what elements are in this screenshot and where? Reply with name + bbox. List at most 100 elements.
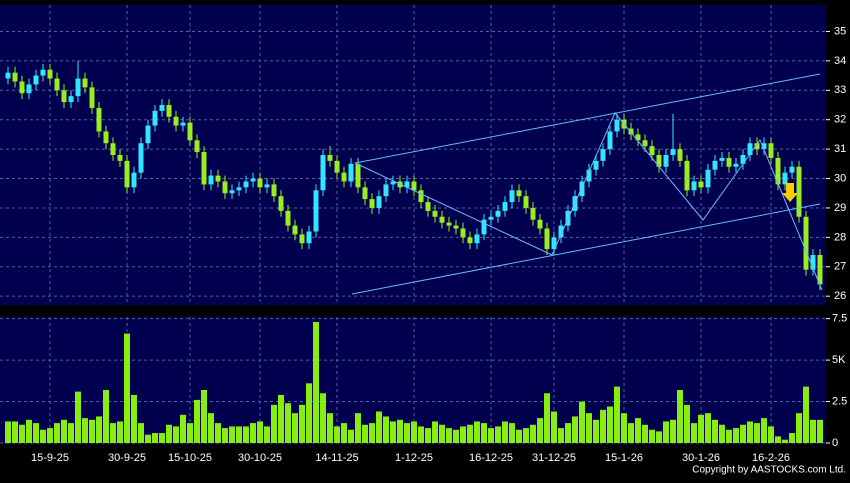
volume-bar (264, 426, 270, 443)
candle-body (558, 225, 564, 238)
volume-bar (523, 428, 529, 443)
volume-bar (481, 423, 487, 443)
volume-bar (796, 413, 802, 443)
candle-body (551, 237, 557, 250)
candle-body (152, 110, 158, 126)
y-tick-label: 35 (834, 25, 846, 37)
volume-bar (131, 394, 137, 443)
candle-body (61, 90, 67, 103)
volume-bar (362, 424, 368, 443)
volume-bar (110, 423, 116, 443)
candle-body (481, 219, 487, 235)
candle-body (754, 143, 760, 150)
volume-bar (453, 429, 459, 443)
candle-body (677, 149, 683, 161)
candle-body (96, 107, 102, 132)
volume-bar (194, 399, 200, 443)
volume-bar (327, 413, 333, 443)
candle-body (19, 81, 25, 94)
volume-bar (61, 419, 67, 443)
candle-body (250, 178, 256, 182)
volume-bar (782, 439, 788, 443)
volume-bar (593, 419, 599, 443)
volume-bar (187, 423, 193, 443)
volume-bar (803, 386, 809, 443)
candle-body (663, 155, 669, 167)
volume-bar (292, 413, 298, 443)
volume-bar (173, 426, 179, 443)
copyright: Copyright by AASTOCKS.com Ltd. (692, 465, 846, 476)
candle-body (418, 190, 424, 203)
candle-body (642, 140, 648, 147)
price-panel (0, 5, 826, 305)
volume-bar (705, 413, 711, 443)
candle-body (390, 181, 396, 185)
volume-bar (621, 413, 627, 443)
candle-body (285, 210, 291, 226)
candle-body (691, 181, 697, 191)
volume-bar (761, 418, 767, 443)
volume-bar (460, 426, 466, 443)
volume-bar (222, 428, 228, 443)
volume-bar (502, 421, 508, 443)
candle-body (432, 210, 438, 217)
volume-bar (684, 404, 690, 443)
volume-bar (5, 421, 11, 443)
volume-bar (614, 386, 620, 443)
volume-bar (670, 419, 676, 443)
volume-bar (439, 424, 445, 443)
volume-bar (488, 428, 494, 443)
x-tick-label: 15-10-25 (168, 452, 212, 464)
volume-bar (306, 383, 312, 443)
candle-body (495, 210, 501, 217)
volume-bar (75, 391, 81, 443)
x-tick-label: 1-12-25 (395, 452, 433, 464)
candle-body (222, 181, 228, 194)
candle-body (817, 255, 823, 285)
candle-body (271, 184, 277, 197)
y-tick-label: 34 (834, 55, 846, 67)
candle-body (810, 255, 816, 270)
candle-body (313, 190, 319, 232)
x-tick-label: 30-10-25 (238, 452, 282, 464)
volume-bar (467, 424, 473, 443)
candle-body (698, 181, 704, 188)
candle-body (159, 105, 165, 111)
volume-bar (320, 393, 326, 443)
volume-bar (656, 431, 662, 443)
candle-body (467, 237, 473, 244)
volume-bar (754, 423, 760, 443)
candle-body (803, 216, 809, 270)
candle-body (502, 202, 508, 211)
volume-bar (26, 419, 32, 443)
trend-lines (351, 73, 823, 295)
candle-body (607, 131, 613, 150)
candle-body (215, 175, 221, 182)
candle-body (103, 131, 109, 144)
volume-bar (243, 426, 249, 443)
candle-body (670, 149, 676, 155)
volume-bar (600, 409, 606, 443)
candle-body (124, 160, 130, 188)
candle-body (320, 155, 326, 191)
candle-body (726, 157, 732, 167)
candle-body (243, 181, 249, 188)
candle-body (775, 157, 781, 185)
volume-bar (789, 433, 795, 443)
volume-bar (635, 418, 641, 443)
volume-bar (509, 423, 515, 443)
candle-body (649, 146, 655, 155)
candle-body (369, 199, 375, 208)
candle-body (68, 96, 74, 103)
volume-bar (411, 421, 417, 443)
volume-bar (208, 413, 214, 443)
volume-bar (551, 411, 557, 443)
candle-body (684, 160, 690, 191)
volume-bar (285, 403, 291, 443)
candle-body (411, 181, 417, 191)
x-tick-label: 14-11-25 (315, 452, 358, 464)
candle-body (628, 128, 634, 135)
volume-bar (12, 421, 18, 443)
candle-body (180, 122, 186, 126)
